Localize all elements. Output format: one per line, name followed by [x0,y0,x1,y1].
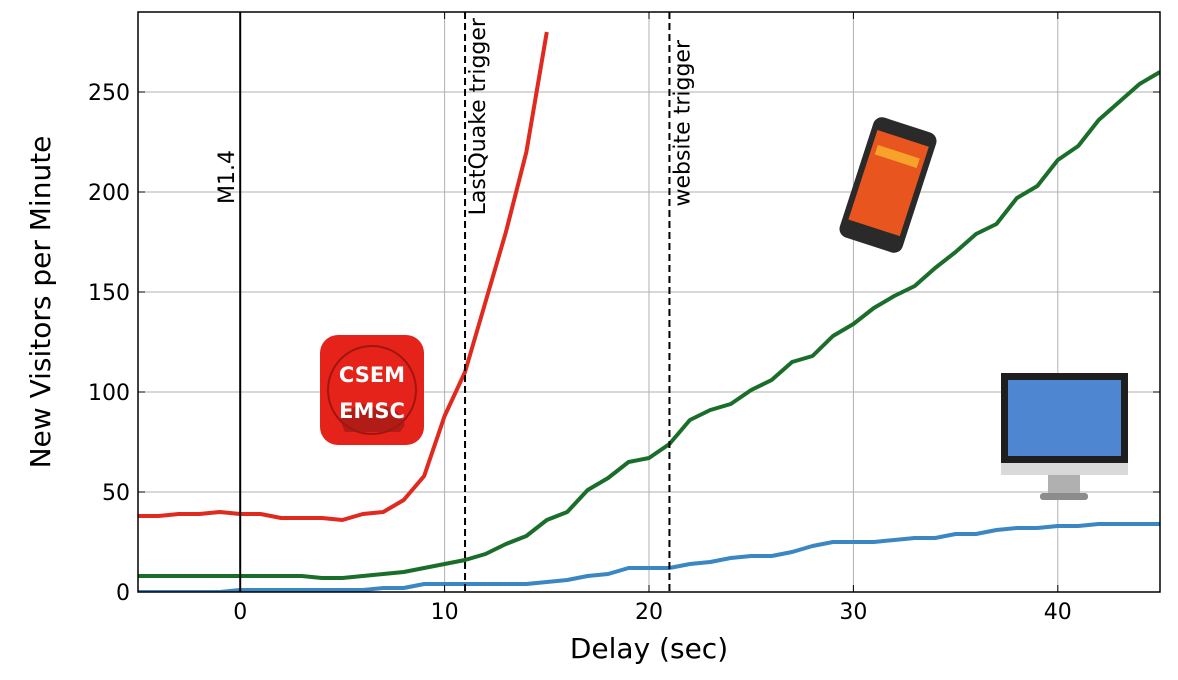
y-tick-label: 200 [88,181,130,206]
y-tick-label: 150 [88,281,130,306]
y-tick-label: 50 [102,481,130,506]
monitor-base [1040,493,1088,500]
y-tick-label: 0 [116,581,130,606]
x-tick-label: 40 [1044,600,1072,625]
phone-screen [848,130,929,237]
monitor-stand [1048,475,1080,493]
event-label: LastQuake trigger [466,17,491,215]
series-line [138,31,549,522]
phone-widget [874,144,920,169]
x-tick-label: 0 [233,600,247,625]
phone-icon [839,117,937,253]
x-axis-label: Delay (sec) [570,632,728,665]
event-label: M1.4 [215,150,240,204]
x-tick-label: 10 [431,600,459,625]
series-line [138,70,1160,580]
monitor-icon [1001,373,1128,500]
y-tick-label: 100 [88,381,130,406]
axes: 0 10 20 30 40 0 50 100 150 200 250 M1.4 LastQuake tr… [88,12,1160,625]
series-line [138,522,1160,592]
y-axis-label: New Visitors per Minute [24,136,57,469]
x-tick-label: 20 [635,600,663,625]
y-tick-label: 250 [88,81,130,106]
monitor-chin [1001,463,1128,475]
x-tick-label: 30 [839,600,867,625]
logo-shape [340,404,405,432]
monitor-screen [1008,380,1121,456]
plot-area [138,12,1160,592]
icons: CSEM EMSC [320,117,1128,500]
logo-text: EMSC [339,399,405,423]
logo-globe [327,345,417,435]
event-label: website trigger [670,39,695,206]
logo: CSEM EMSC [320,335,424,445]
grid [138,12,1160,593]
logo-text: CSEM [339,363,405,387]
